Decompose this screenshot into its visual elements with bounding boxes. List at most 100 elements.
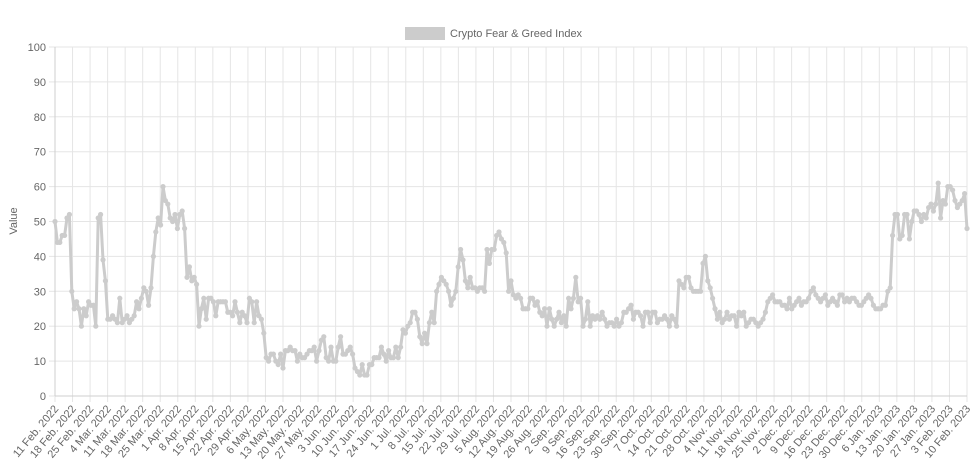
data-point[interactable]: [359, 361, 365, 368]
data-point[interactable]: [383, 358, 389, 364]
data-point[interactable]: [611, 323, 617, 329]
data-point[interactable]: [544, 323, 550, 329]
data-point[interactable]: [580, 323, 586, 329]
data-point[interactable]: [806, 295, 812, 301]
data-point[interactable]: [578, 295, 584, 301]
data-point[interactable]: [436, 281, 442, 287]
data-point[interactable]: [328, 344, 334, 350]
data-point[interactable]: [894, 211, 901, 218]
data-point[interactable]: [582, 316, 589, 322]
data-point[interactable]: [333, 358, 339, 364]
data-point[interactable]: [419, 341, 425, 347]
data-point[interactable]: [90, 302, 96, 308]
data-point[interactable]: [81, 306, 87, 312]
data-point[interactable]: [503, 250, 509, 256]
data-point[interactable]: [102, 278, 108, 284]
data-point[interactable]: [335, 344, 341, 350]
data-point[interactable]: [962, 190, 968, 197]
data-point[interactable]: [638, 313, 644, 319]
data-point[interactable]: [542, 306, 548, 312]
data-point[interactable]: [964, 225, 970, 232]
data-point[interactable]: [686, 274, 692, 280]
data-point[interactable]: [429, 309, 435, 315]
data-point[interactable]: [270, 351, 276, 357]
data-point[interactable]: [909, 218, 915, 225]
data-point[interactable]: [645, 309, 651, 315]
data-point[interactable]: [508, 278, 514, 284]
data-point[interactable]: [294, 358, 300, 364]
data-point[interactable]: [146, 302, 152, 308]
data-point[interactable]: [155, 215, 161, 221]
data-point[interactable]: [131, 313, 137, 319]
data-point[interactable]: [525, 306, 531, 312]
data-point[interactable]: [357, 372, 363, 378]
data-point[interactable]: [203, 316, 209, 322]
data-point[interactable]: [918, 218, 925, 225]
data-point[interactable]: [681, 285, 687, 291]
data-point[interactable]: [170, 218, 176, 225]
data-point[interactable]: [174, 225, 180, 232]
data-point[interactable]: [933, 201, 939, 207]
data-point[interactable]: [455, 264, 461, 270]
data-point[interactable]: [614, 316, 620, 322]
data-point[interactable]: [422, 330, 428, 336]
data-point[interactable]: [484, 246, 490, 253]
data-point[interactable]: [138, 295, 144, 301]
data-point[interactable]: [563, 323, 569, 329]
chart-legend[interactable]: Crypto Fear & Greed Index: [405, 27, 583, 40]
data-point[interactable]: [78, 323, 84, 329]
data-point[interactable]: [467, 274, 473, 280]
data-point[interactable]: [630, 316, 637, 322]
data-point[interactable]: [887, 285, 893, 291]
data-point[interactable]: [292, 348, 298, 354]
data-point[interactable]: [66, 211, 72, 218]
data-point[interactable]: [597, 316, 603, 322]
data-point[interactable]: [652, 309, 658, 315]
data-point[interactable]: [705, 278, 711, 284]
data-point[interactable]: [62, 232, 68, 239]
data-point[interactable]: [98, 211, 104, 218]
data-point[interactable]: [93, 323, 99, 329]
data-point[interactable]: [554, 316, 560, 322]
data-point[interactable]: [52, 218, 58, 225]
data-point[interactable]: [258, 316, 264, 322]
data-point[interactable]: [191, 274, 197, 280]
data-point[interactable]: [198, 306, 204, 312]
data-point[interactable]: [587, 323, 593, 329]
data-point[interactable]: [501, 239, 507, 246]
data-point[interactable]: [561, 313, 567, 319]
data-point[interactable]: [496, 229, 502, 235]
data-point[interactable]: [314, 358, 320, 364]
data-point[interactable]: [83, 313, 89, 319]
data-point[interactable]: [599, 309, 605, 315]
data-point[interactable]: [784, 306, 790, 312]
data-point[interactable]: [338, 334, 344, 340]
data-point[interactable]: [165, 201, 171, 207]
data-point[interactable]: [923, 215, 929, 221]
data-point[interactable]: [710, 295, 716, 301]
data-point[interactable]: [734, 323, 740, 329]
data-point[interactable]: [796, 295, 802, 301]
data-point[interactable]: [390, 355, 396, 361]
data-point[interactable]: [369, 361, 375, 368]
data-point[interactable]: [431, 320, 437, 326]
data-point[interactable]: [539, 313, 545, 319]
data-point[interactable]: [179, 208, 185, 214]
data-point[interactable]: [585, 299, 591, 305]
data-point[interactable]: [549, 316, 555, 322]
data-point[interactable]: [906, 236, 913, 242]
data-point[interactable]: [450, 295, 456, 301]
data-point[interactable]: [570, 295, 577, 301]
data-point[interactable]: [136, 306, 142, 312]
data-point[interactable]: [930, 208, 937, 214]
data-point[interactable]: [184, 274, 190, 280]
data-point[interactable]: [407, 320, 413, 326]
data-point[interactable]: [671, 316, 677, 322]
data-point[interactable]: [213, 313, 219, 319]
data-point[interactable]: [534, 299, 541, 305]
data-point[interactable]: [618, 320, 625, 326]
data-point[interactable]: [417, 334, 423, 340]
data-point[interactable]: [707, 285, 713, 291]
data-point[interactable]: [731, 313, 737, 319]
data-point[interactable]: [321, 334, 327, 340]
